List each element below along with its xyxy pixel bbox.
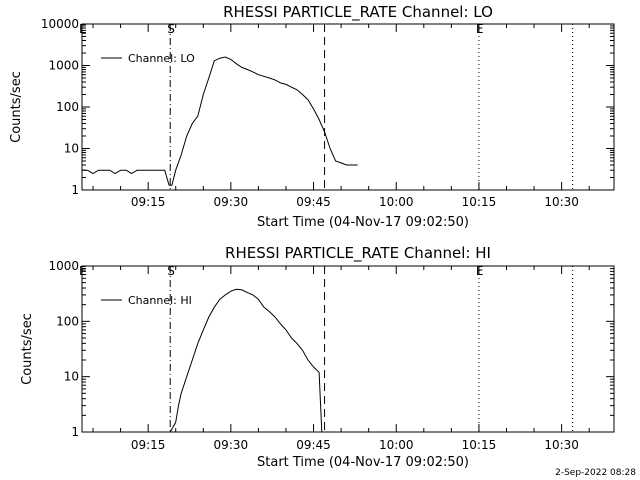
chart1-series-line (82, 56, 358, 186)
chart2-ytick-label: 1000 (48, 259, 79, 273)
chart1-ytick-label: 10000 (41, 17, 79, 31)
chart1-title: RHESSI PARTICLE_RATE Channel: LO (223, 3, 493, 22)
chart2-ylabel: Counts/sec (20, 313, 35, 385)
chart2-frame (81, 265, 615, 433)
chart2-xtick-label: 09:45 (296, 438, 331, 452)
chart2-xtick-label: 10:15 (462, 438, 497, 452)
chart2-legend-label: Channel: HI (128, 294, 192, 307)
chart2-xtick-label: 09:30 (214, 438, 249, 452)
chart1-marker-label: E (79, 22, 87, 36)
chart1-xtick-label: 09:30 (214, 195, 249, 209)
chart1-ylabel: Counts/sec (9, 71, 24, 143)
chart1-xtick-label: 10:15 (462, 195, 497, 209)
chart2-marker-label: E (476, 264, 484, 278)
chart1-ytick-label: 1000 (48, 59, 79, 73)
chart1-ytick-label: 100 (56, 100, 79, 114)
chart2-ytick-label: 1 (71, 425, 79, 439)
chart1-marker-label: S (167, 22, 175, 36)
chart2-series-line (169, 288, 323, 433)
chart1-xtick-label: 10:00 (379, 195, 414, 209)
chart1-ytick-label: 10 (64, 142, 79, 156)
chart2-xtick-label: 10:30 (544, 438, 579, 452)
date-stamp: 2-Sep-2022 08:28 (555, 468, 636, 478)
chart1-xtick-label: 09:45 (296, 195, 331, 209)
chart1-xlabel: Start Time (04-Nov-17 09:02:50) (257, 215, 469, 230)
chart2-marker-label: E (79, 264, 87, 278)
chart2-xtick-label: 10:00 (379, 438, 414, 452)
chart2-ytick-label: 10 (64, 370, 79, 384)
chart2-marker-label: S (167, 264, 175, 278)
chart2-xtick-label: 09:15 (131, 438, 166, 452)
chart2-xlabel: Start Time (04-Nov-17 09:02:50) (257, 455, 469, 470)
chart1-xtick-label: 10:30 (544, 195, 579, 209)
chart1-ytick-label: 1 (71, 183, 79, 197)
chart2-ytick-label: 100 (56, 314, 79, 328)
chart2-title: RHESSI PARTICLE_RATE Channel: HI (225, 244, 491, 263)
chart1-legend-label: Channel: LO (128, 52, 195, 65)
chart1-marker-label: E (476, 22, 484, 36)
chart1-xtick-label: 09:15 (131, 195, 166, 209)
